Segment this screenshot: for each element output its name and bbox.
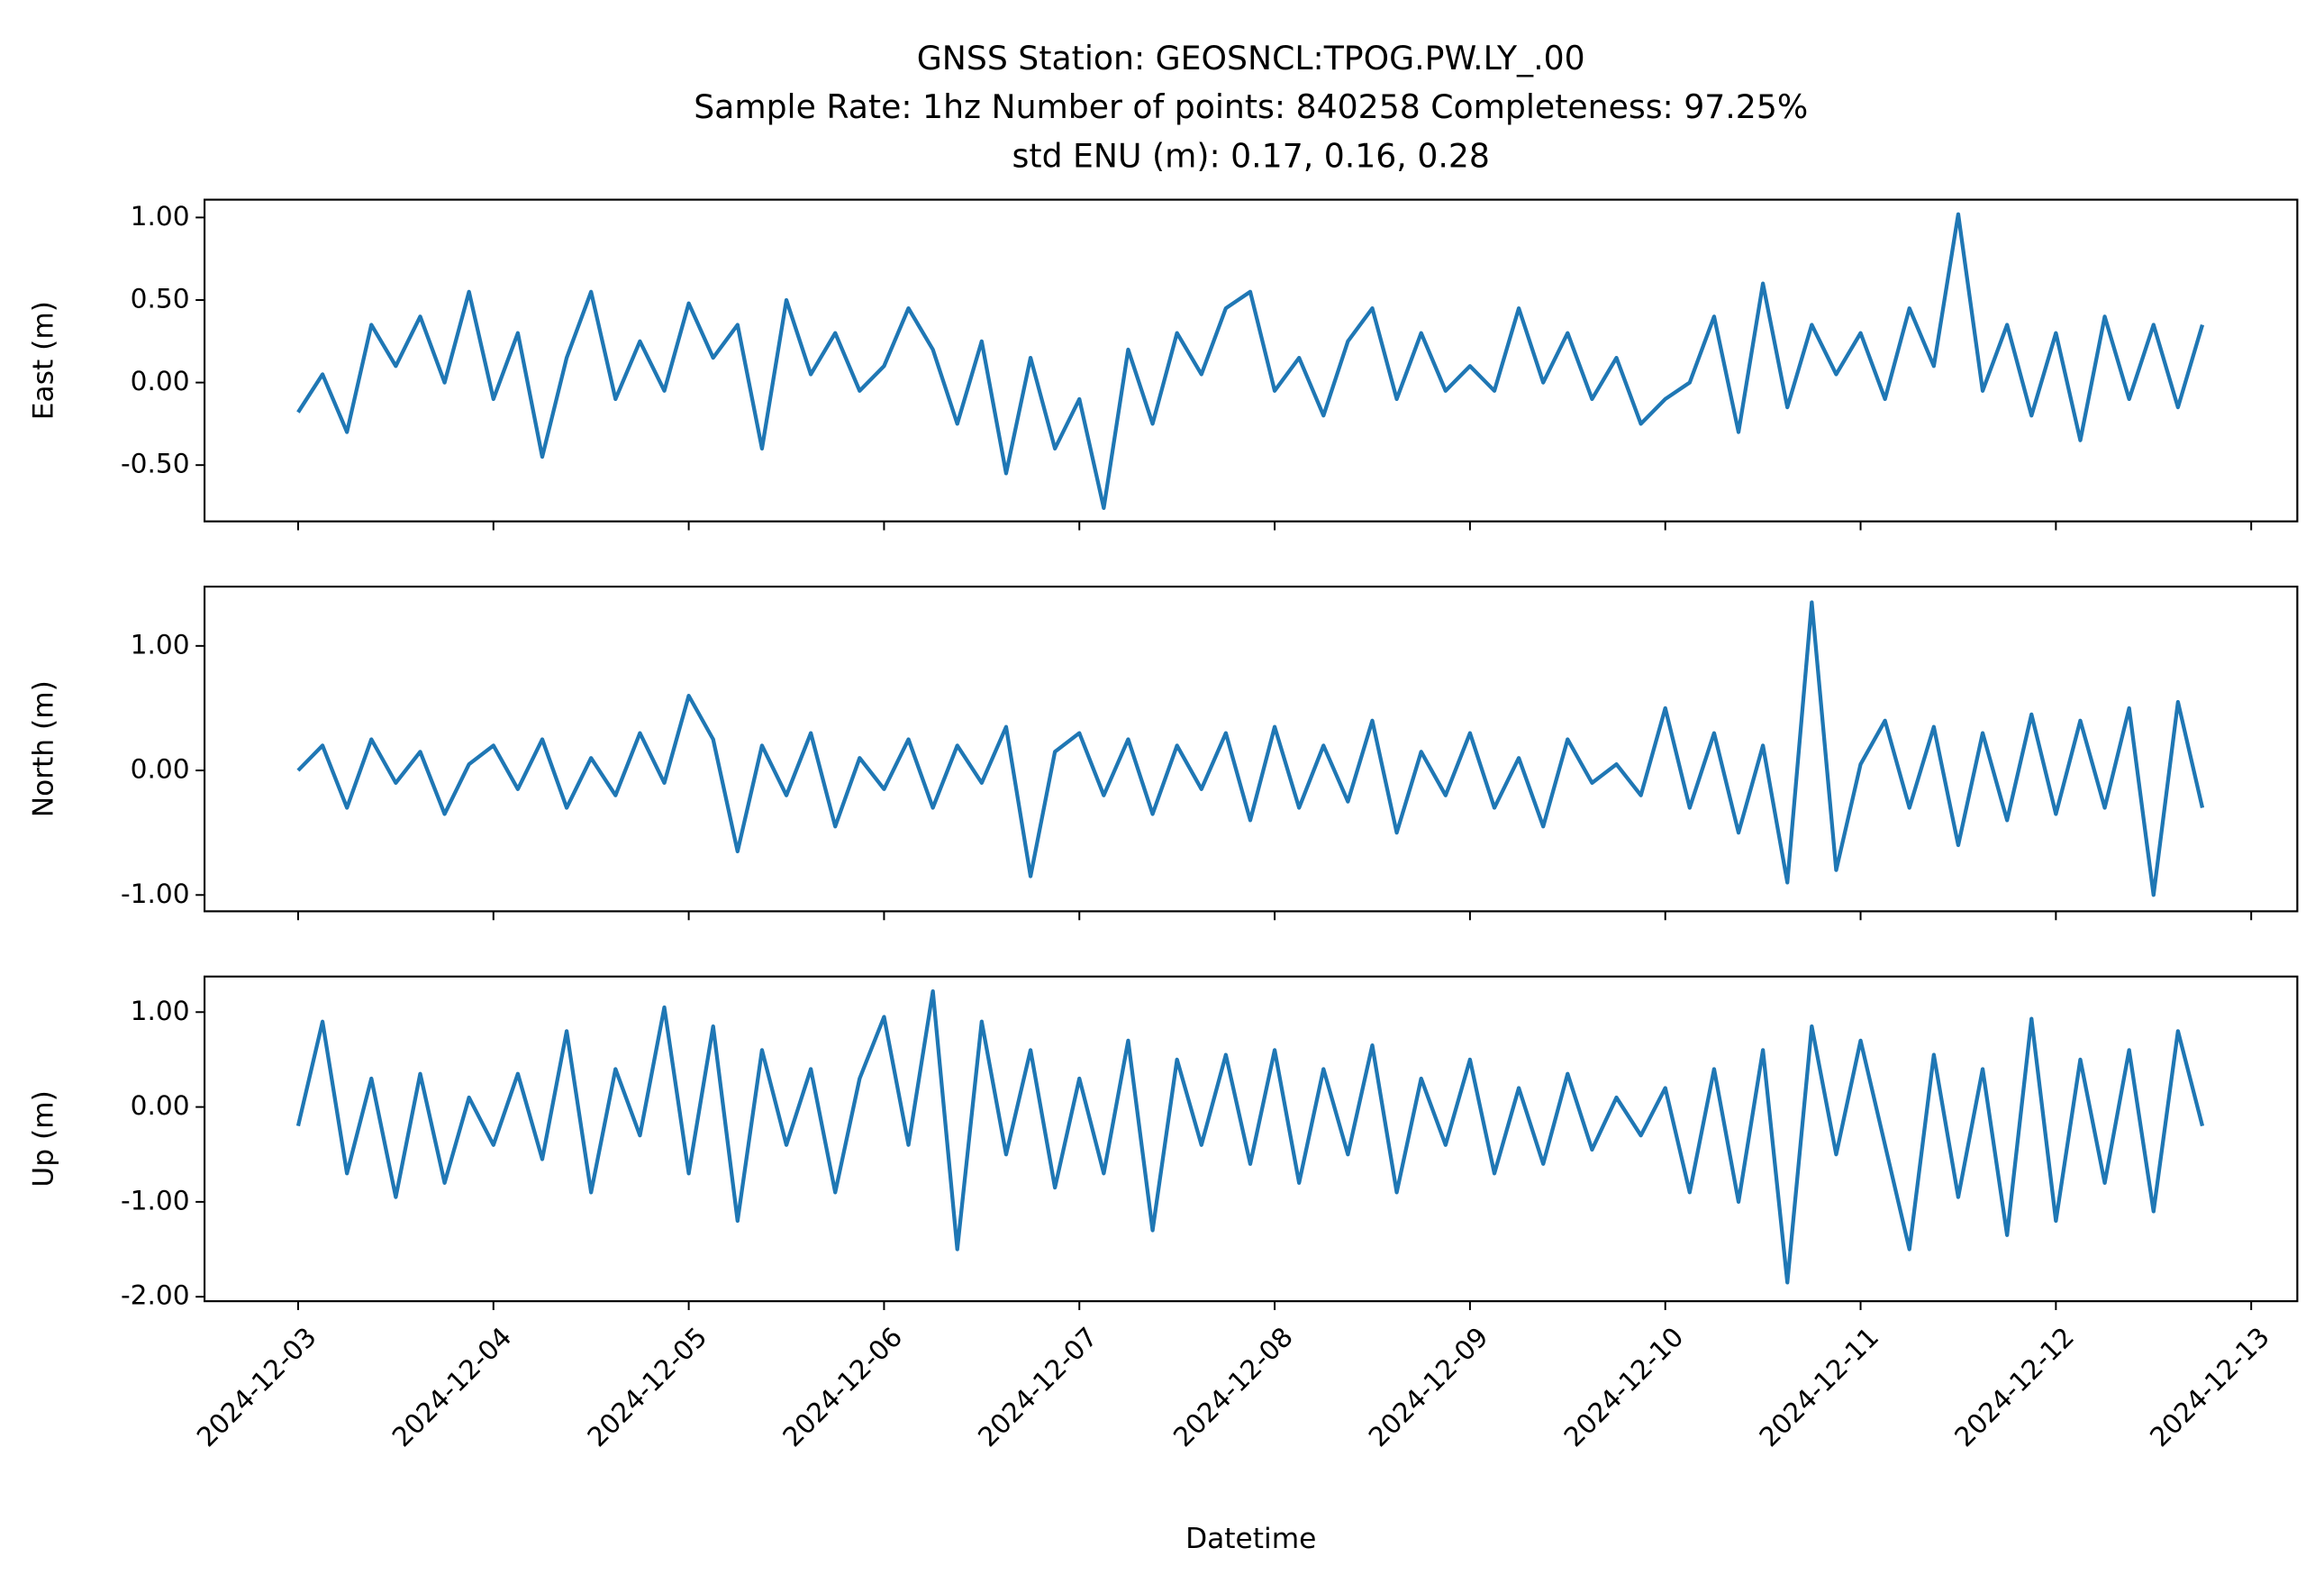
axes-frame [203, 975, 2299, 1303]
data-line [295, 988, 2205, 1285]
y-tick-label: 0.00 [131, 1090, 190, 1121]
chart-title: GNSS Station: GEOSNCL:TPOG.PW.LY_.00 [917, 39, 1585, 77]
y-tick-label: -0.50 [121, 449, 190, 479]
y-tick-label: 0.00 [131, 754, 190, 785]
y-tick-label: -1.00 [121, 879, 190, 909]
y-tick-label: -1.00 [121, 1185, 190, 1215]
y-tick-label: -2.00 [121, 1280, 190, 1311]
y-tick-label: 1.00 [131, 201, 190, 232]
y-axis-label: Up (m) [27, 1090, 59, 1187]
axes-frame [203, 585, 2299, 913]
data-line [296, 212, 2205, 510]
y-axis-label: East (m) [27, 301, 59, 420]
data-line [296, 600, 2205, 897]
chart-title: std ENU (m): 0.17, 0.16, 0.28 [1012, 137, 1490, 176]
y-tick-label: 1.00 [131, 629, 190, 660]
chart-title: Sample Rate: 1hz Number of points: 84025… [694, 87, 1808, 126]
y-tick-label: 0.50 [131, 283, 190, 314]
y-tick-label: 1.00 [131, 996, 190, 1026]
x-axis-label: Datetime [1185, 1523, 1316, 1555]
y-tick-label: 0.00 [131, 366, 190, 396]
y-axis-label: North (m) [27, 680, 59, 817]
axes-frame [203, 198, 2299, 523]
